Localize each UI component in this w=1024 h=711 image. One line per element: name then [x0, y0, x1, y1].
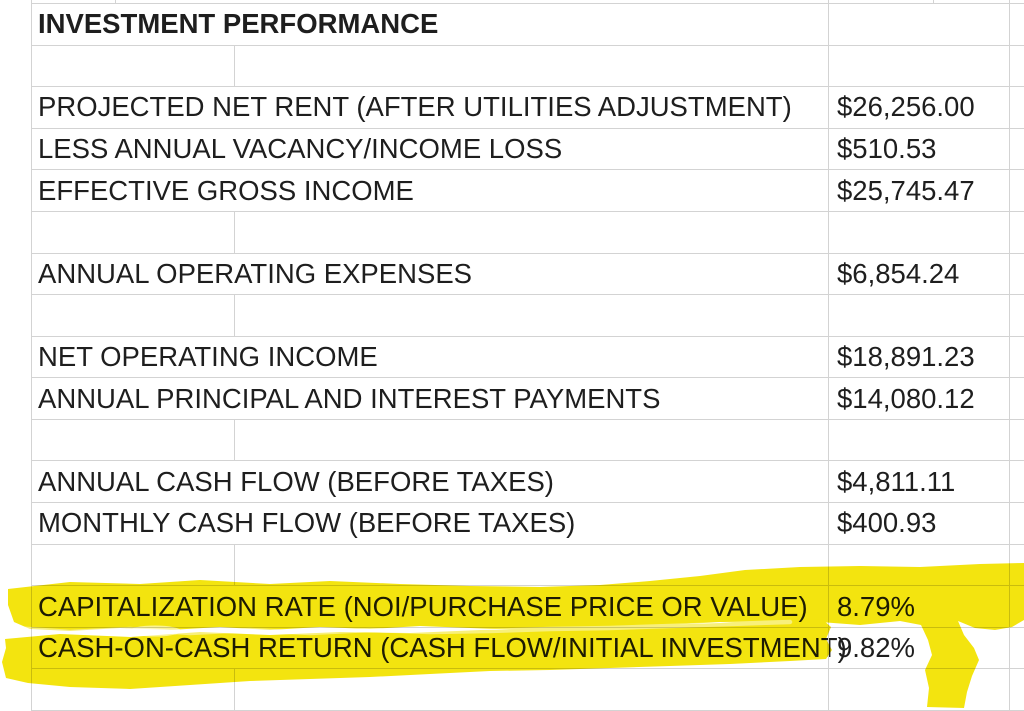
table-row: PROJECTED NET RENT (AFTER UTILITIES ADJU… — [31, 86, 1024, 128]
sheet-grid: INVESTMENT PERFORMANCE PROJECTED NET RENT… — [31, 0, 1024, 711]
table-row: MONTHLY CASH FLOW (BEFORE TAXES) $400.93 — [31, 502, 1024, 544]
table-row: CASH-ON-CASH RETURN (CASH FLOW/INITIAL I… — [31, 626, 1024, 669]
table-row: ANNUAL OPERATING EXPENSES $6,854.24 — [31, 252, 1024, 295]
row-label-cell[interactable]: EFFECTIVE GROSS INCOME — [38, 174, 414, 206]
row-label-cell[interactable]: MONTHLY CASH FLOW (BEFORE TAXES) — [38, 507, 576, 539]
row-label-cell[interactable]: CASH-ON-CASH RETURN (CASH FLOW/INITIAL I… — [38, 632, 847, 664]
table-row: LESS ANNUAL VACANCY/INCOME LOSS $510.53 — [31, 127, 1024, 170]
table-row-empty — [31, 210, 1024, 253]
column-a-divider — [234, 45, 235, 87]
row-label-cell[interactable]: LESS ANNUAL VACANCY/INCOME LOSS — [38, 133, 563, 165]
column-a-divider — [234, 544, 235, 586]
row-value-cell[interactable]: $26,256.00 — [837, 91, 975, 123]
right-column-gridline — [1009, 0, 1010, 711]
row-label-cell[interactable]: ANNUAL PRINCIPAL AND INTEREST PAYMENTS — [38, 382, 661, 414]
column-a-divider — [234, 419, 235, 461]
row-value-cell[interactable]: $4,811.11 — [837, 465, 956, 497]
row-value-cell[interactable]: 8.79% — [837, 590, 915, 622]
value-column-gridline — [828, 0, 829, 711]
table-row: EFFECTIVE GROSS INCOME $25,745.47 — [31, 169, 1024, 211]
row-value-cell[interactable]: $6,854.24 — [837, 257, 960, 289]
row-value-cell[interactable]: $510.53 — [837, 133, 937, 165]
table-row-empty — [31, 668, 1024, 710]
table-row-empty — [31, 44, 1024, 87]
table-row: NET OPERATING INCOME $18,891.23 — [31, 335, 1024, 378]
row-value-cell[interactable]: $25,745.47 — [837, 174, 975, 206]
column-a-divider — [234, 295, 235, 336]
row-value-cell[interactable]: $18,891.23 — [837, 340, 975, 372]
table-row: INVESTMENT PERFORMANCE — [31, 3, 1024, 45]
row-value-cell[interactable]: $14,080.12 — [837, 382, 975, 414]
table-row-empty — [31, 543, 1024, 586]
table-row-empty — [31, 294, 1024, 336]
row-label-cell[interactable]: NET OPERATING INCOME — [38, 340, 378, 372]
table-row: ANNUAL PRINCIPAL AND INTEREST PAYMENTS $1… — [31, 377, 1024, 419]
gridline-stub — [115, 0, 116, 3]
row-label-cell[interactable]: ANNUAL OPERATING EXPENSES — [38, 257, 472, 289]
table-row: ANNUAL CASH FLOW (BEFORE TAXES) $4,811.11 — [31, 460, 1024, 502]
column-a-divider — [234, 669, 235, 710]
table-row-empty — [31, 418, 1024, 461]
table-row: CAPITALIZATION RATE (NOI/PURCHASE PRICE … — [31, 585, 1024, 627]
row-value-cell[interactable]: 9.82% — [837, 632, 915, 664]
row-label-cell[interactable]: CAPITALIZATION RATE (NOI/PURCHASE PRICE … — [38, 590, 808, 622]
sheet-left-gridline — [31, 0, 32, 711]
section-title[interactable]: INVESTMENT PERFORMANCE — [38, 8, 439, 40]
row-label-cell[interactable]: ANNUAL CASH FLOW (BEFORE TAXES) — [38, 465, 554, 497]
row-value-cell[interactable]: $400.93 — [837, 507, 937, 539]
column-a-divider — [234, 211, 235, 253]
gridline-stub — [933, 0, 934, 3]
row-label-cell[interactable]: PROJECTED NET RENT (AFTER UTILITIES ADJU… — [38, 91, 792, 123]
